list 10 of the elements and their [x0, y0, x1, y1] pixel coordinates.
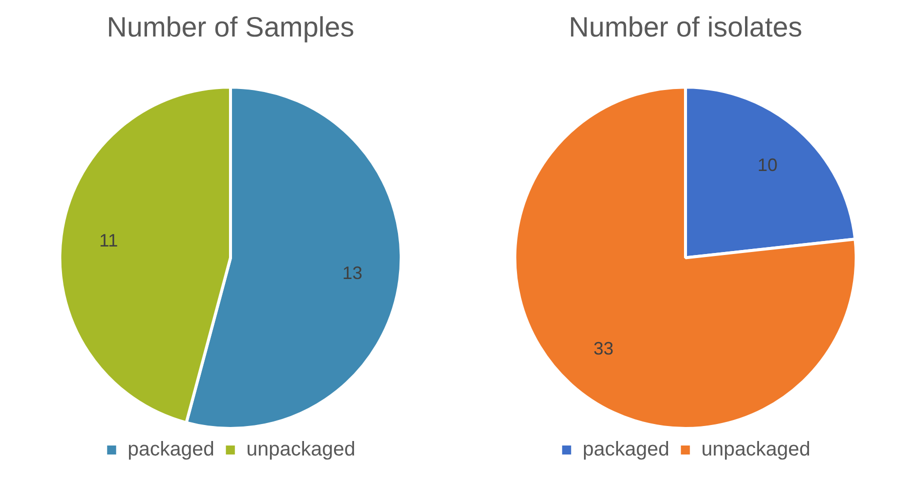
- data-label: 13: [342, 262, 362, 283]
- legend-label: unpackaged: [246, 438, 356, 461]
- chart-title: Number of Samples: [106, 12, 354, 43]
- data-label: 10: [758, 155, 778, 176]
- data-label: 33: [593, 338, 614, 358]
- data-label: 11: [99, 230, 118, 251]
- legend-label: packaged: [582, 438, 670, 461]
- legend-label: unpackaged: [701, 438, 810, 461]
- chart-title: Number of isolates: [568, 12, 802, 43]
- legend-label: packaged: [128, 438, 214, 461]
